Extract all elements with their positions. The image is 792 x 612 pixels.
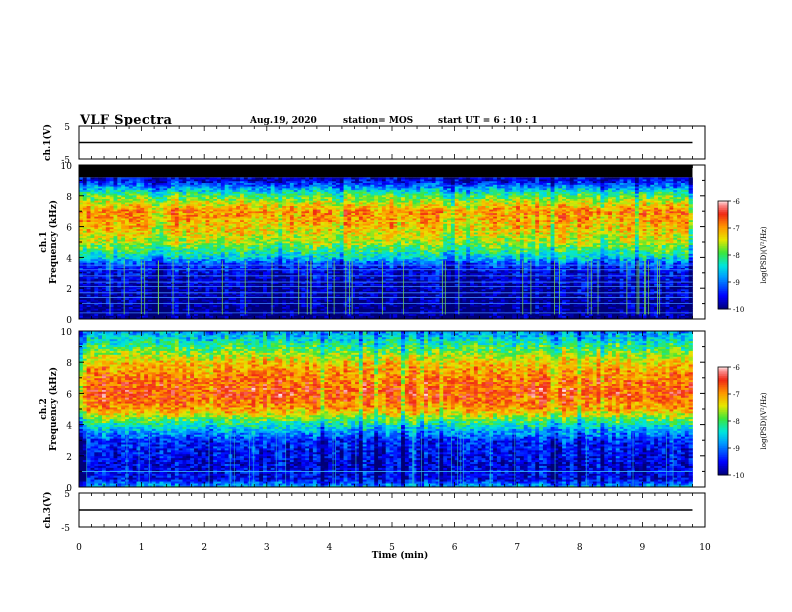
ch1-spectrogram-cell	[91, 177, 95, 179]
ch1-spectrogram-cell	[83, 177, 87, 179]
ch1-spectrogram-cell	[167, 177, 171, 179]
ch1-waveform-panel: 5-5ch.1(V)	[42, 123, 705, 166]
ch1-spectrogram-cell	[87, 177, 91, 179]
ch1-spectrogram-cell	[137, 177, 141, 179]
ch1-spectrogram-cell	[152, 177, 156, 179]
ch1-spectrogram-cell	[156, 177, 160, 179]
ch1-spectrogram-cell	[121, 177, 125, 179]
ch1-spectrogram-cell	[163, 177, 167, 179]
ch1-spectrogram-cell	[102, 177, 106, 179]
ch1-spectrogram-cell	[98, 177, 102, 179]
ch1-spectrogram-cell	[144, 177, 148, 179]
ch1-spectrogram-cell	[129, 177, 133, 179]
ch1-spectrogram-cell	[106, 177, 110, 179]
ch1-spectrogram-cell	[114, 177, 118, 179]
ch1-spectrogram-cell	[183, 177, 187, 179]
ch1-waveform-ytick-label: 5	[64, 123, 70, 133]
ch1-waveform-ylabel: ch.1(V)	[42, 124, 53, 161]
ch1-spectrogram-cell	[160, 177, 164, 179]
ch1-spectrogram-cell	[117, 177, 121, 179]
ch1-spectrogram-cell	[125, 177, 129, 179]
ch1-spectrogram-cell	[79, 177, 83, 179]
ch1-spectrogram-cell	[110, 177, 114, 179]
ch1-spectrogram-cell	[171, 177, 175, 179]
ch1-spectrogram-cell	[94, 177, 98, 179]
ch1-spectrogram-cell	[133, 177, 137, 179]
ch1-spectrogram-cell	[148, 177, 152, 179]
ch1-spectrogram-cell	[175, 177, 179, 179]
ch1-spectrogram-cell	[179, 177, 183, 179]
ch1-spectrogram-cell	[140, 177, 144, 179]
